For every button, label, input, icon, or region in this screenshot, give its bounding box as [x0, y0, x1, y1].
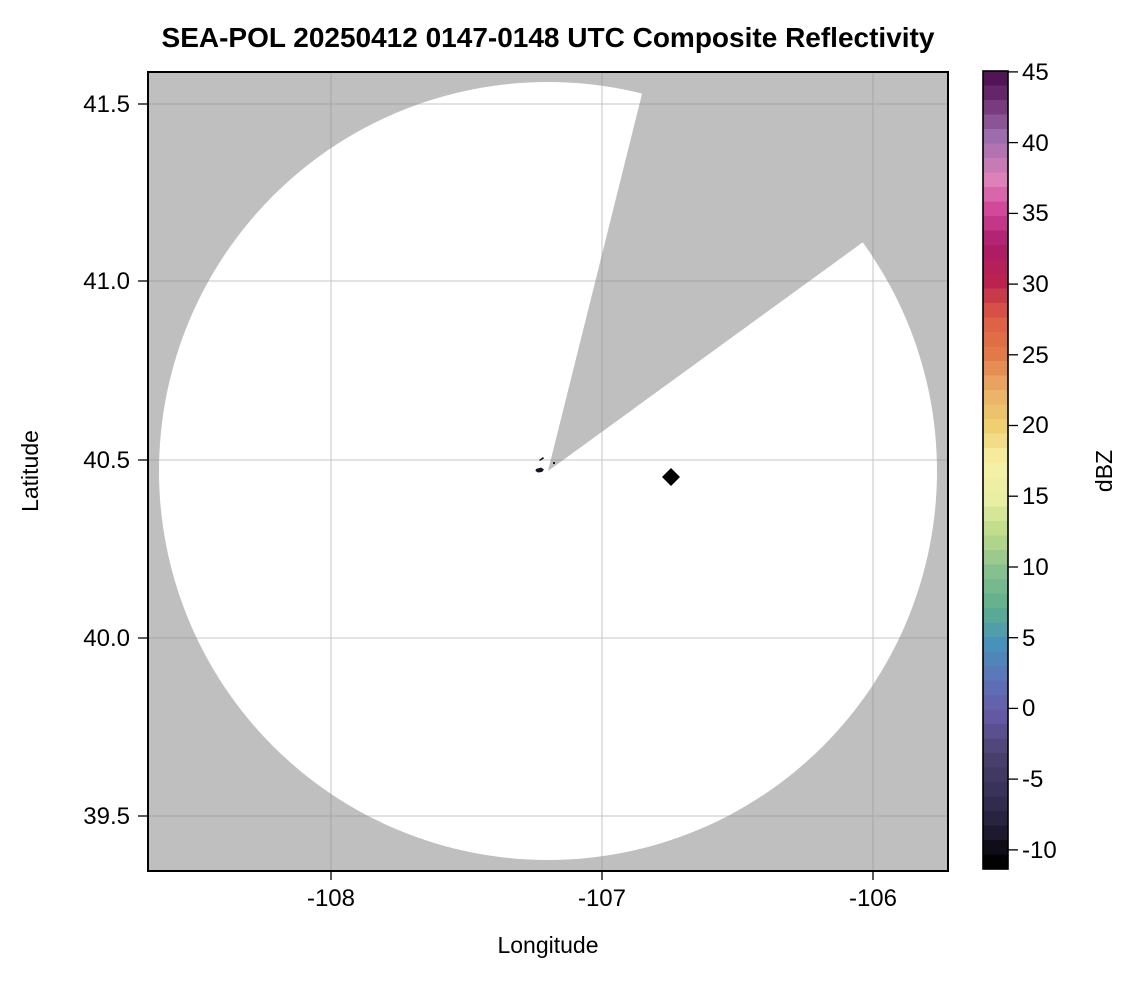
svg-text:41.5: 41.5 — [83, 91, 130, 118]
svg-text:20: 20 — [1022, 412, 1049, 439]
svg-text:40.0: 40.0 — [83, 625, 130, 652]
svg-text:-10: -10 — [1022, 837, 1057, 864]
svg-text:45: 45 — [1022, 59, 1049, 86]
svg-text:Longitude: Longitude — [497, 932, 598, 958]
svg-text:Latitude: Latitude — [17, 430, 43, 512]
svg-text:dBZ: dBZ — [1091, 450, 1117, 492]
svg-text:15: 15 — [1022, 483, 1049, 510]
svg-text:35: 35 — [1022, 200, 1049, 227]
svg-text:40.5: 40.5 — [83, 447, 130, 474]
svg-text:10: 10 — [1022, 554, 1049, 581]
svg-text:SEA-POL 20250412 0147-0148 UTC: SEA-POL 20250412 0147-0148 UTC Composite… — [162, 22, 935, 53]
svg-text:30: 30 — [1022, 271, 1049, 298]
svg-text:-108: -108 — [307, 885, 355, 912]
svg-text:0: 0 — [1022, 695, 1035, 722]
svg-text:40: 40 — [1022, 130, 1049, 157]
svg-text:-106: -106 — [849, 885, 897, 912]
svg-text:-107: -107 — [578, 885, 626, 912]
svg-text:41.0: 41.0 — [83, 268, 130, 295]
svg-text:25: 25 — [1022, 342, 1049, 369]
svg-text:5: 5 — [1022, 625, 1035, 652]
svg-text:-5: -5 — [1022, 766, 1043, 793]
svg-text:39.5: 39.5 — [83, 803, 130, 830]
